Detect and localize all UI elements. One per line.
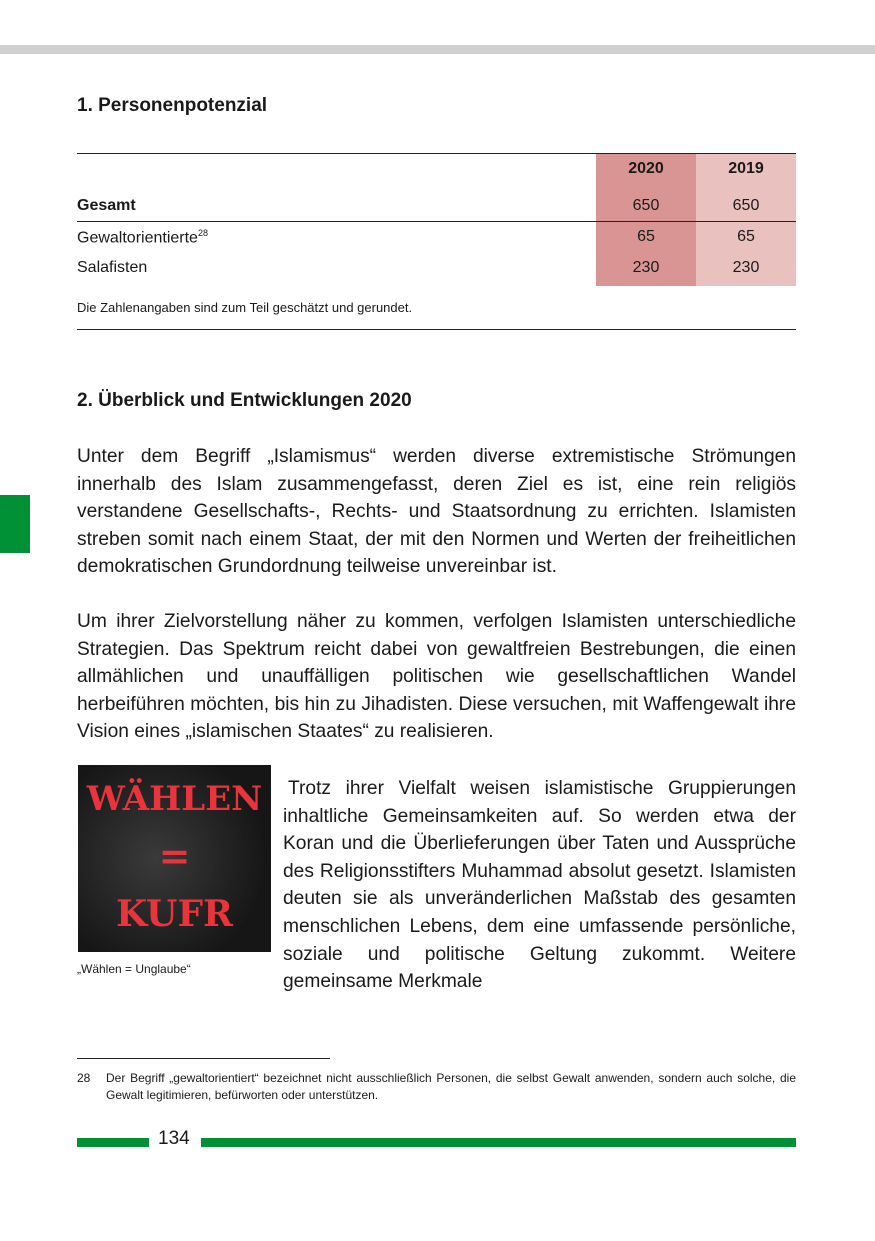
row-label: Gesamt xyxy=(77,197,136,214)
section-heading: 1. Personenpotenzial xyxy=(77,95,268,116)
footnote-text: Der Begriff „gewaltorientiert“ bezeichne… xyxy=(106,1071,796,1102)
image-caption: „Wählen = Unglaube“ xyxy=(77,962,191,976)
table-note: Die Zahlenangaben sind zum Teil geschätz… xyxy=(77,300,413,315)
cell-value: 65 xyxy=(737,228,755,245)
paragraph: Unter dem Begriff „Islamismus“ werden di… xyxy=(77,446,796,578)
footnote: 28 Der Begriff „gewaltorientiert“ bezeic… xyxy=(77,1070,796,1104)
column-header: 2019 xyxy=(728,160,764,177)
section-heading: 2. Überblick und Entwicklungen 2020 xyxy=(77,390,412,411)
footnote-ref: 28 xyxy=(197,228,208,238)
footer-bar xyxy=(77,1138,149,1147)
paragraph: Trotz ihrer Vielfalt weisen islamistisch… xyxy=(283,778,796,993)
cell-value: 230 xyxy=(632,259,660,276)
paragraph: Um ihrer Zielvorstellung näher zu kommen… xyxy=(77,611,796,743)
cell-value: 650 xyxy=(732,197,760,214)
poster-image: WÄHLEN = KUFR xyxy=(78,765,271,952)
column-2019 xyxy=(696,154,796,286)
footnote-rule xyxy=(77,1058,330,1059)
image-lettering: KUFR xyxy=(116,893,233,935)
person-potential-table: 2020 2019 Gesamt 650 650 Gewaltorientier… xyxy=(77,153,796,330)
column-2020 xyxy=(596,154,696,286)
label-text: Gewaltorientierte xyxy=(77,229,198,247)
image-lettering: = xyxy=(158,833,191,878)
page-number: 134 xyxy=(158,1128,190,1149)
row-label: Salafisten xyxy=(77,259,148,276)
top-bar xyxy=(0,45,875,54)
divider xyxy=(77,221,796,222)
column-header: 2020 xyxy=(628,160,664,177)
row-label: Gewaltorientierte28 xyxy=(77,228,208,247)
image-lettering: WÄHLEN xyxy=(86,779,263,819)
footer-bar xyxy=(201,1138,796,1147)
cell-value: 650 xyxy=(632,197,660,214)
cell-value: 230 xyxy=(732,259,760,276)
footnote-number: 28 xyxy=(77,1071,91,1085)
chapter-tab xyxy=(0,495,30,553)
cell-value: 65 xyxy=(637,228,655,245)
